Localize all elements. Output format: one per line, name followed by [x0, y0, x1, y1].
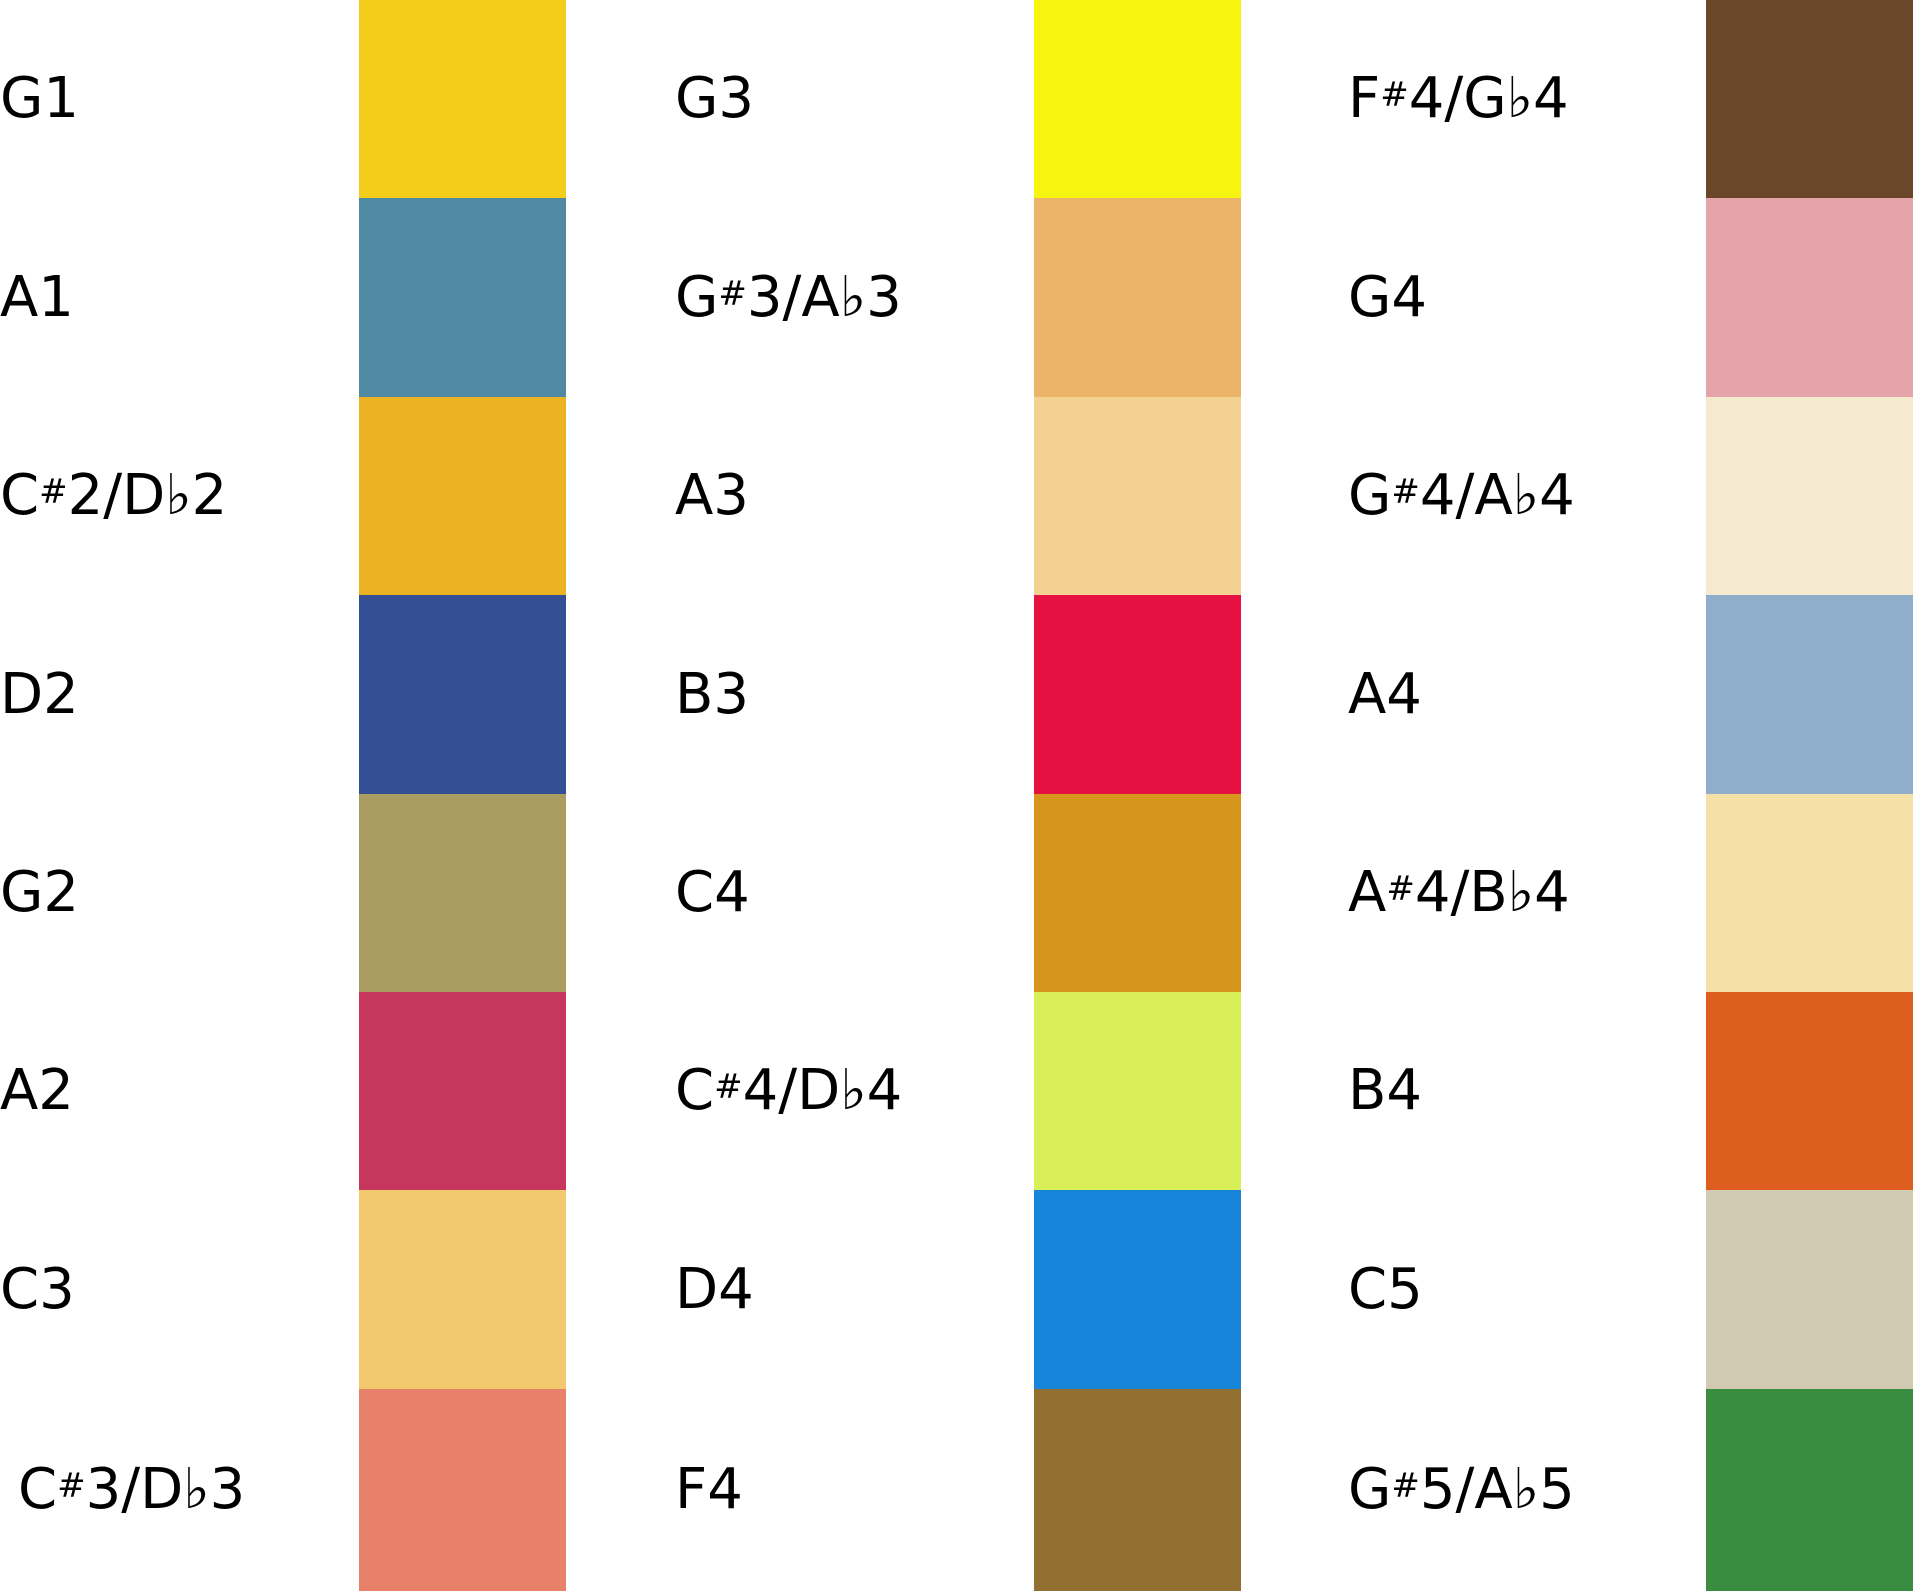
- note-label: D4: [675, 1256, 754, 1322]
- legend-row: F #4/G♭4: [0, 0, 1913, 198]
- note-label: F #4/G♭4: [1348, 66, 1569, 131]
- note-label: A1: [0, 264, 74, 330]
- note-label: G4: [1348, 264, 1428, 330]
- color-swatch: [1034, 992, 1241, 1190]
- color-swatch: [359, 1389, 566, 1591]
- legend-row: G4: [0, 198, 1913, 397]
- color-swatch: [1034, 595, 1241, 794]
- legend-row: A2: [0, 992, 1913, 1190]
- legend-row: G1: [0, 0, 1913, 198]
- legend-row: C3: [0, 1190, 1913, 1389]
- color-swatch: [1034, 1389, 1241, 1591]
- color-swatch: [1706, 0, 1913, 198]
- legend-row: C #4/D♭4: [0, 992, 1913, 1190]
- note-label: C5: [1348, 1256, 1423, 1322]
- legend-row: C5: [0, 1190, 1913, 1389]
- color-swatch: [1034, 397, 1241, 595]
- color-swatch: [359, 397, 566, 595]
- color-swatch: [1706, 198, 1913, 397]
- legend-row: C #2/D♭2: [0, 397, 1913, 595]
- legend-row: B4: [0, 992, 1913, 1190]
- note-label: G2: [0, 860, 80, 925]
- color-swatch: [359, 595, 566, 794]
- color-swatch: [1706, 1190, 1913, 1389]
- note-label: C #2/D♭2: [0, 463, 228, 528]
- note-label: A #4/B♭4: [1348, 860, 1570, 925]
- note-label: D2: [0, 661, 79, 727]
- color-swatch: [1034, 794, 1241, 992]
- legend-row: G #5/A♭5: [0, 1389, 1913, 1591]
- legend-row: F4: [0, 1389, 1913, 1591]
- legend-row: D4: [0, 1190, 1913, 1389]
- legend-row: G3: [0, 0, 1913, 198]
- note-label: A3: [675, 463, 749, 528]
- color-swatch: [359, 198, 566, 397]
- note-label: A2: [0, 1058, 74, 1123]
- color-swatch: [359, 1190, 566, 1389]
- color-swatch: [359, 992, 566, 1190]
- note-label: G #4/A♭4: [1348, 463, 1575, 528]
- legend-row: A4: [0, 595, 1913, 794]
- color-swatch: [1706, 1389, 1913, 1591]
- legend-row: B3: [0, 595, 1913, 794]
- legend-row: G2: [0, 794, 1913, 992]
- note-label: A4: [1348, 661, 1422, 727]
- legend-row: G #3/A♭3: [0, 198, 1913, 397]
- note-label: G3: [675, 66, 755, 131]
- legend-row: A3: [0, 397, 1913, 595]
- note-label: C4: [675, 860, 750, 925]
- color-swatch: [1034, 198, 1241, 397]
- note-label: G #5/A♭5: [1348, 1457, 1575, 1522]
- legend-row: A1: [0, 198, 1913, 397]
- note-label: G #3/A♭3: [675, 264, 902, 330]
- color-swatch: [1706, 794, 1913, 992]
- note-label: G1: [0, 66, 80, 131]
- color-swatch: [1706, 595, 1913, 794]
- color-swatch: [1034, 1190, 1241, 1389]
- color-swatch: [1706, 992, 1913, 1190]
- note-label: B4: [1348, 1058, 1423, 1123]
- color-swatch: [1706, 397, 1913, 595]
- legend-row: C #3/D♭3: [0, 1389, 1913, 1591]
- note-label: B3: [675, 661, 750, 727]
- note-label: C #3/D♭3: [18, 1457, 246, 1522]
- note-label: F4: [675, 1457, 743, 1522]
- color-swatch: [1034, 0, 1241, 198]
- note-label: C #4/D♭4: [675, 1058, 903, 1123]
- legend-row: D2: [0, 595, 1913, 794]
- color-swatch: [359, 0, 566, 198]
- legend-row: C4: [0, 794, 1913, 992]
- legend-row: A #4/B♭4: [0, 794, 1913, 992]
- note-label: C3: [0, 1256, 75, 1322]
- color-swatch: [359, 794, 566, 992]
- legend-row: G #4/A♭4: [0, 397, 1913, 595]
